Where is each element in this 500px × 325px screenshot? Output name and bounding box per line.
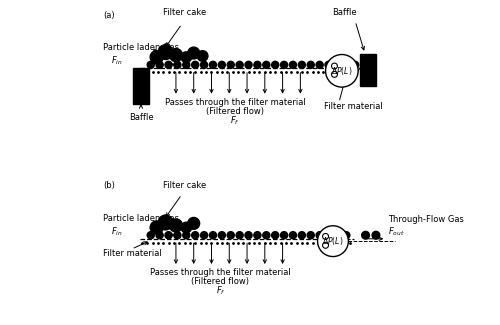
- Text: Particle laden Gas: Particle laden Gas: [104, 214, 180, 223]
- Text: Filter cake: Filter cake: [163, 181, 206, 190]
- Circle shape: [147, 61, 154, 69]
- Circle shape: [342, 232, 350, 239]
- Text: (b): (b): [104, 181, 115, 190]
- Circle shape: [254, 232, 261, 239]
- Text: $F_f$: $F_f$: [216, 284, 225, 297]
- Text: Filter material: Filter material: [324, 102, 383, 111]
- Circle shape: [165, 61, 172, 69]
- Text: Particle laden Gas: Particle laden Gas: [104, 43, 180, 52]
- Circle shape: [181, 222, 192, 233]
- Circle shape: [150, 221, 163, 234]
- Circle shape: [280, 232, 287, 239]
- Circle shape: [150, 51, 163, 64]
- Text: Baffle: Baffle: [332, 7, 357, 17]
- Circle shape: [156, 61, 163, 69]
- Bar: [360, 54, 376, 86]
- Circle shape: [188, 47, 200, 59]
- Circle shape: [332, 72, 338, 77]
- Circle shape: [218, 232, 226, 239]
- Circle shape: [290, 232, 296, 239]
- Circle shape: [318, 226, 348, 256]
- Circle shape: [182, 232, 190, 239]
- Circle shape: [362, 231, 370, 239]
- Circle shape: [322, 242, 328, 248]
- Circle shape: [210, 232, 216, 239]
- Circle shape: [322, 233, 328, 240]
- Circle shape: [262, 61, 270, 69]
- Circle shape: [227, 232, 234, 239]
- Circle shape: [236, 232, 243, 239]
- Circle shape: [192, 61, 198, 69]
- Circle shape: [147, 232, 154, 239]
- Circle shape: [170, 48, 182, 62]
- Circle shape: [272, 232, 278, 239]
- Circle shape: [326, 55, 358, 87]
- Circle shape: [245, 232, 252, 239]
- Circle shape: [316, 61, 323, 69]
- Circle shape: [198, 51, 208, 61]
- Circle shape: [245, 61, 252, 69]
- Circle shape: [325, 232, 332, 239]
- Circle shape: [192, 232, 198, 239]
- Text: (Filtered flow): (Filtered flow): [192, 277, 250, 286]
- Circle shape: [262, 232, 270, 239]
- Circle shape: [290, 61, 296, 69]
- Circle shape: [227, 61, 234, 69]
- Text: Filter cake: Filter cake: [163, 7, 206, 17]
- Text: (Filtered flow): (Filtered flow): [206, 107, 264, 116]
- Text: (a): (a): [104, 11, 115, 20]
- Text: Filter material: Filter material: [104, 249, 162, 258]
- Text: $F_{in}$: $F_{in}$: [110, 55, 122, 67]
- Circle shape: [325, 61, 332, 69]
- Circle shape: [156, 232, 163, 239]
- Text: Passes through the filter material: Passes through the filter material: [150, 268, 290, 277]
- Circle shape: [158, 215, 173, 230]
- Circle shape: [298, 232, 306, 239]
- Circle shape: [332, 63, 338, 69]
- Circle shape: [316, 232, 323, 239]
- Circle shape: [307, 61, 314, 69]
- Circle shape: [210, 61, 216, 69]
- Text: $F_f$: $F_f$: [230, 114, 240, 126]
- Circle shape: [342, 61, 350, 69]
- Text: Through-Flow Gas: Through-Flow Gas: [388, 215, 464, 224]
- Bar: [133, 69, 150, 104]
- Circle shape: [158, 45, 173, 59]
- Circle shape: [200, 232, 207, 239]
- Circle shape: [174, 61, 181, 69]
- Circle shape: [181, 52, 192, 62]
- Circle shape: [334, 232, 341, 239]
- Circle shape: [334, 61, 341, 69]
- Circle shape: [218, 61, 226, 69]
- Circle shape: [254, 61, 261, 69]
- Circle shape: [307, 232, 314, 239]
- Text: Baffle: Baffle: [128, 113, 154, 122]
- Circle shape: [170, 219, 182, 232]
- Circle shape: [272, 61, 278, 69]
- Circle shape: [174, 232, 181, 239]
- Circle shape: [182, 61, 190, 69]
- Text: $\Delta P(L)$: $\Delta P(L)$: [322, 235, 344, 247]
- Text: Passes through the filter material: Passes through the filter material: [165, 98, 306, 107]
- Text: $F_{out}$: $F_{out}$: [388, 225, 404, 238]
- Circle shape: [280, 61, 287, 69]
- Circle shape: [298, 61, 306, 69]
- Circle shape: [372, 231, 380, 239]
- Circle shape: [165, 232, 172, 239]
- Circle shape: [352, 61, 358, 69]
- Circle shape: [200, 61, 207, 69]
- Text: $\Delta P(L)$: $\Delta P(L)$: [331, 65, 352, 77]
- Text: $F_{in}$: $F_{in}$: [110, 225, 122, 238]
- Circle shape: [236, 61, 243, 69]
- Circle shape: [188, 217, 200, 229]
